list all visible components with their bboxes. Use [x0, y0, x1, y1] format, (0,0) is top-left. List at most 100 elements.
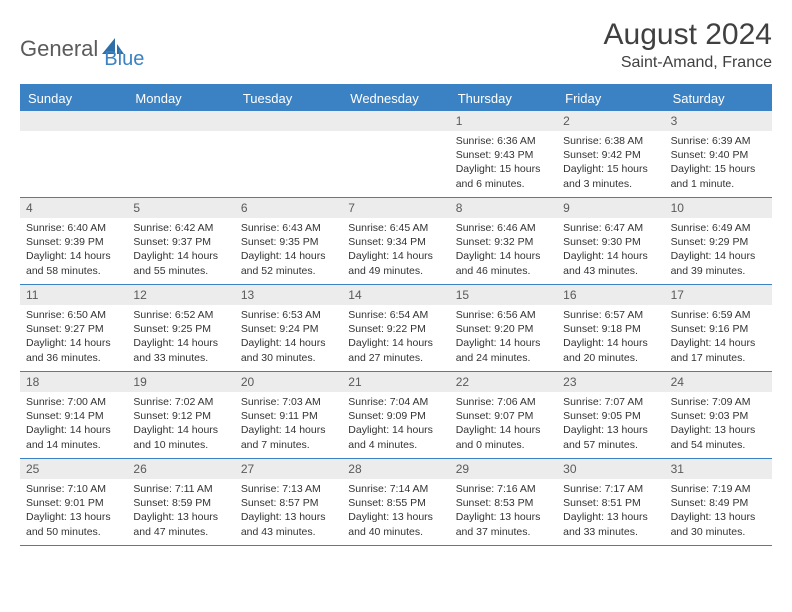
daylight-text: Daylight: 14 hours and 49 minutes. — [348, 249, 443, 277]
sunrise-text: Sunrise: 7:17 AM — [563, 482, 658, 496]
sunrise-text: Sunrise: 6:52 AM — [133, 308, 228, 322]
sunrise-text: Sunrise: 7:03 AM — [241, 395, 336, 409]
day-number — [235, 111, 342, 131]
day-number: 16 — [557, 285, 664, 305]
day-number: 19 — [127, 372, 234, 392]
calendar-cell: 19Sunrise: 7:02 AMSunset: 9:12 PMDayligh… — [127, 372, 234, 458]
sunrise-text: Sunrise: 7:06 AM — [456, 395, 551, 409]
daylight-text: Daylight: 14 hours and 30 minutes. — [241, 336, 336, 364]
calendar-cell: 11Sunrise: 6:50 AMSunset: 9:27 PMDayligh… — [20, 285, 127, 371]
daylight-text: Daylight: 14 hours and 24 minutes. — [456, 336, 551, 364]
sunrise-text: Sunrise: 6:46 AM — [456, 221, 551, 235]
calendar-cell — [20, 111, 127, 197]
day-number: 13 — [235, 285, 342, 305]
daylight-text: Daylight: 14 hours and 55 minutes. — [133, 249, 228, 277]
daylight-text: Daylight: 13 hours and 40 minutes. — [348, 510, 443, 538]
calendar-cell: 23Sunrise: 7:07 AMSunset: 9:05 PMDayligh… — [557, 372, 664, 458]
day-number: 17 — [665, 285, 772, 305]
daylight-text: Daylight: 13 hours and 43 minutes. — [241, 510, 336, 538]
calendar-cell: 4Sunrise: 6:40 AMSunset: 9:39 PMDaylight… — [20, 198, 127, 284]
day-number: 28 — [342, 459, 449, 479]
day-number: 23 — [557, 372, 664, 392]
cell-body: Sunrise: 7:14 AMSunset: 8:55 PMDaylight:… — [342, 479, 449, 543]
cell-body — [342, 131, 449, 138]
calendar-cell: 16Sunrise: 6:57 AMSunset: 9:18 PMDayligh… — [557, 285, 664, 371]
calendar-cell: 14Sunrise: 6:54 AMSunset: 9:22 PMDayligh… — [342, 285, 449, 371]
cell-body: Sunrise: 7:02 AMSunset: 9:12 PMDaylight:… — [127, 392, 234, 456]
day-number: 7 — [342, 198, 449, 218]
sunset-text: Sunset: 9:32 PM — [456, 235, 551, 249]
sunrise-text: Sunrise: 6:50 AM — [26, 308, 121, 322]
cell-body: Sunrise: 7:11 AMSunset: 8:59 PMDaylight:… — [127, 479, 234, 543]
weekday-header: Tuesday — [235, 86, 342, 111]
sunrise-text: Sunrise: 6:39 AM — [671, 134, 766, 148]
calendar-cell: 26Sunrise: 7:11 AMSunset: 8:59 PMDayligh… — [127, 459, 234, 545]
daylight-text: Daylight: 13 hours and 30 minutes. — [671, 510, 766, 538]
daylight-text: Daylight: 13 hours and 37 minutes. — [456, 510, 551, 538]
sunrise-text: Sunrise: 7:04 AM — [348, 395, 443, 409]
sunset-text: Sunset: 9:30 PM — [563, 235, 658, 249]
calendar-cell: 18Sunrise: 7:00 AMSunset: 9:14 PMDayligh… — [20, 372, 127, 458]
sunset-text: Sunset: 8:53 PM — [456, 496, 551, 510]
cell-body: Sunrise: 6:46 AMSunset: 9:32 PMDaylight:… — [450, 218, 557, 282]
day-number: 27 — [235, 459, 342, 479]
calendar-cell: 15Sunrise: 6:56 AMSunset: 9:20 PMDayligh… — [450, 285, 557, 371]
sunset-text: Sunset: 9:40 PM — [671, 148, 766, 162]
cell-body — [20, 131, 127, 138]
day-number: 11 — [20, 285, 127, 305]
calendar-cell: 28Sunrise: 7:14 AMSunset: 8:55 PMDayligh… — [342, 459, 449, 545]
day-number: 24 — [665, 372, 772, 392]
sunrise-text: Sunrise: 6:54 AM — [348, 308, 443, 322]
sunrise-text: Sunrise: 6:38 AM — [563, 134, 658, 148]
daylight-text: Daylight: 14 hours and 10 minutes. — [133, 423, 228, 451]
calendar-cell: 10Sunrise: 6:49 AMSunset: 9:29 PMDayligh… — [665, 198, 772, 284]
cell-body: Sunrise: 7:17 AMSunset: 8:51 PMDaylight:… — [557, 479, 664, 543]
sunset-text: Sunset: 8:49 PM — [671, 496, 766, 510]
sunset-text: Sunset: 8:55 PM — [348, 496, 443, 510]
daylight-text: Daylight: 13 hours and 50 minutes. — [26, 510, 121, 538]
calendar-week: 18Sunrise: 7:00 AMSunset: 9:14 PMDayligh… — [20, 372, 772, 459]
header: General Blue August 2024 Saint-Amand, Fr… — [20, 18, 772, 72]
sunset-text: Sunset: 9:11 PM — [241, 409, 336, 423]
cell-body: Sunrise: 6:39 AMSunset: 9:40 PMDaylight:… — [665, 131, 772, 195]
day-number: 21 — [342, 372, 449, 392]
daylight-text: Daylight: 15 hours and 3 minutes. — [563, 162, 658, 190]
sunrise-text: Sunrise: 7:11 AM — [133, 482, 228, 496]
daylight-text: Daylight: 15 hours and 1 minute. — [671, 162, 766, 190]
sunrise-text: Sunrise: 6:42 AM — [133, 221, 228, 235]
sunset-text: Sunset: 8:59 PM — [133, 496, 228, 510]
calendar-cell: 17Sunrise: 6:59 AMSunset: 9:16 PMDayligh… — [665, 285, 772, 371]
daylight-text: Daylight: 14 hours and 14 minutes. — [26, 423, 121, 451]
day-number: 2 — [557, 111, 664, 131]
logo-text-general: General — [20, 36, 98, 62]
cell-body: Sunrise: 6:42 AMSunset: 9:37 PMDaylight:… — [127, 218, 234, 282]
day-number: 10 — [665, 198, 772, 218]
calendar-week: 1Sunrise: 6:36 AMSunset: 9:43 PMDaylight… — [20, 111, 772, 198]
day-number: 29 — [450, 459, 557, 479]
calendar-cell — [235, 111, 342, 197]
cell-body: Sunrise: 7:03 AMSunset: 9:11 PMDaylight:… — [235, 392, 342, 456]
weekday-header: Wednesday — [342, 86, 449, 111]
day-number — [20, 111, 127, 131]
sunrise-text: Sunrise: 6:59 AM — [671, 308, 766, 322]
day-number: 25 — [20, 459, 127, 479]
cell-body: Sunrise: 7:00 AMSunset: 9:14 PMDaylight:… — [20, 392, 127, 456]
daylight-text: Daylight: 15 hours and 6 minutes. — [456, 162, 551, 190]
daylight-text: Daylight: 13 hours and 57 minutes. — [563, 423, 658, 451]
sunrise-text: Sunrise: 7:00 AM — [26, 395, 121, 409]
daylight-text: Daylight: 14 hours and 33 minutes. — [133, 336, 228, 364]
sunset-text: Sunset: 9:03 PM — [671, 409, 766, 423]
calendar-cell — [342, 111, 449, 197]
sunrise-text: Sunrise: 7:09 AM — [671, 395, 766, 409]
title-block: August 2024 Saint-Amand, France — [604, 18, 772, 72]
cell-body: Sunrise: 7:19 AMSunset: 8:49 PMDaylight:… — [665, 479, 772, 543]
sunset-text: Sunset: 9:14 PM — [26, 409, 121, 423]
daylight-text: Daylight: 14 hours and 46 minutes. — [456, 249, 551, 277]
calendar-cell: 2Sunrise: 6:38 AMSunset: 9:42 PMDaylight… — [557, 111, 664, 197]
cell-body: Sunrise: 7:09 AMSunset: 9:03 PMDaylight:… — [665, 392, 772, 456]
day-number: 18 — [20, 372, 127, 392]
cell-body: Sunrise: 6:56 AMSunset: 9:20 PMDaylight:… — [450, 305, 557, 369]
cell-body: Sunrise: 6:52 AMSunset: 9:25 PMDaylight:… — [127, 305, 234, 369]
daylight-text: Daylight: 13 hours and 33 minutes. — [563, 510, 658, 538]
cell-body: Sunrise: 6:47 AMSunset: 9:30 PMDaylight:… — [557, 218, 664, 282]
